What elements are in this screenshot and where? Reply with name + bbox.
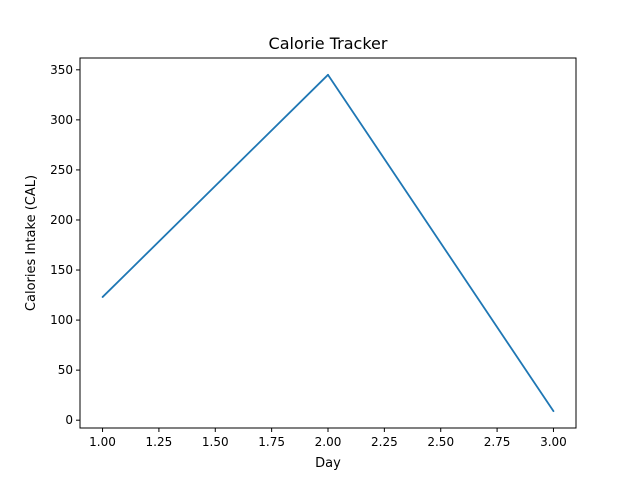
chart-title: Calorie Tracker (269, 34, 388, 53)
x-tick-label: 1.50 (202, 435, 229, 449)
y-axis-label: Calories Intake (CAL) (24, 175, 39, 311)
y-tick-label: 0 (65, 413, 73, 427)
x-tick-label: 1.00 (89, 435, 116, 449)
y-tick-label: 250 (50, 163, 73, 177)
y-tick-label: 300 (50, 113, 73, 127)
x-axis-label: Day (315, 456, 341, 471)
y-tick-label: 150 (50, 263, 73, 277)
x-tick-label: 3.00 (540, 435, 567, 449)
x-tick-label: 1.25 (146, 435, 173, 449)
y-axis-ticks: 0 50 100 150 200 250 300 350 (50, 63, 80, 427)
y-tick-label: 50 (58, 363, 73, 377)
data-point (327, 73, 329, 76)
x-tick-label: 2.25 (371, 435, 398, 449)
x-tick-label: 2.75 (484, 435, 511, 449)
series-layer (101, 73, 555, 413)
data-point (101, 296, 104, 298)
data-point (552, 410, 555, 413)
x-tick-label: 1.75 (258, 435, 285, 449)
x-axis-ticks: 1.00 1.25 1.50 1.75 2.00 2.25 2.50 2.75 3.00 (89, 428, 567, 449)
x-tick-label: 2.00 (315, 435, 342, 449)
y-tick-label: 350 (50, 63, 73, 77)
y-tick-label: 100 (50, 313, 73, 327)
plot-background (80, 58, 576, 428)
y-tick-label: 200 (50, 213, 73, 227)
x-tick-label: 2.50 (427, 435, 454, 449)
